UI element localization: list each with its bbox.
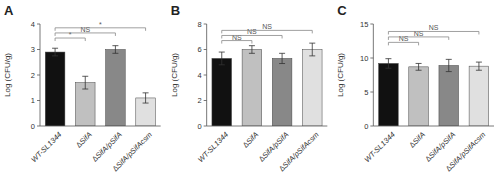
y-tick-label: 2 — [31, 71, 35, 80]
y-axis-label: Log (CFU/g) — [3, 53, 12, 97]
bar — [45, 52, 65, 126]
bar — [439, 65, 459, 126]
y-tick-label: 2 — [197, 96, 201, 105]
bar — [302, 50, 322, 127]
error-bar — [52, 48, 58, 56]
significance-label: NS — [262, 23, 272, 30]
x-tick-label: ∆SifA — [241, 130, 260, 149]
panel-label: A — [4, 3, 14, 18]
bar — [272, 58, 292, 126]
x-tick-label: WT-SL1344 — [196, 130, 230, 164]
x-axis — [40, 126, 161, 127]
panel: A Log (CFU/g) 0 1 2 3 4 WT-SL1344 ∆SifA ∆SifA/pSi… — [3, 3, 161, 173]
significance-bracket — [222, 35, 282, 38]
y-tick-label: 1 — [31, 96, 35, 105]
y-tick — [204, 24, 207, 25]
y-tick — [37, 100, 40, 101]
y-tick-label: 4 — [197, 71, 201, 80]
significance-bracket — [388, 31, 479, 34]
y-tick-label: 8 — [197, 20, 201, 29]
bar — [242, 50, 262, 127]
error-bar — [279, 53, 285, 63]
y-axis-label: Log (CFU/g) — [336, 53, 345, 97]
error-bar — [309, 43, 315, 56]
significance-bracket — [55, 33, 115, 36]
y-axis-label: Log (CFU/g) — [170, 53, 179, 97]
panel: B Log (CFU/g) 0 2 4 6 8 WT-SL1344 ∆SifA ∆SifA/pSi… — [170, 3, 328, 173]
y-axis — [40, 24, 41, 126]
y-tick — [370, 92, 373, 93]
x-tick-label: WT-SL1344 — [363, 130, 397, 164]
plot-area — [379, 59, 489, 126]
x-tick-label: ∆SifA/pSifAcsm — [444, 130, 487, 173]
y-axis — [373, 24, 374, 126]
chart: A Log (CFU/g) 0 1 2 3 4 WT-SL1344 ∆SifA ∆SifA/pSi… — [0, 0, 500, 181]
significance-label: * — [69, 31, 72, 38]
y-tick-label: 4 — [31, 20, 35, 29]
y-tick — [204, 49, 207, 50]
y-tick-label: 0 — [31, 122, 35, 131]
y-tick-label: 0 — [364, 122, 368, 131]
panel: C Log (CFU/g) 0 5 10 15 WT-SL1344 ∆SifA ∆SifA/pS… — [336, 3, 494, 173]
y-tick-label: 15 — [360, 20, 368, 29]
y-tick-label: 6 — [197, 45, 201, 54]
bar — [379, 63, 399, 126]
bar — [469, 66, 489, 126]
significance-label: NS — [247, 28, 257, 35]
x-axis — [207, 126, 328, 127]
panel-label: C — [337, 3, 347, 18]
error-bar — [416, 63, 422, 70]
significance-bracket — [55, 38, 85, 41]
y-tick — [37, 49, 40, 50]
y-tick — [37, 24, 40, 25]
y-tick — [204, 126, 207, 127]
y-tick-label: 3 — [31, 45, 35, 54]
y-tick — [204, 100, 207, 101]
y-tick — [370, 24, 373, 25]
x-axis — [373, 126, 494, 127]
error-bar — [446, 59, 452, 71]
y-tick — [370, 58, 373, 59]
x-tick-label: WT-SL1344 — [29, 130, 63, 164]
significance-bracket — [222, 30, 313, 33]
y-tick-label: 5 — [364, 88, 368, 97]
error-bar — [249, 46, 255, 54]
x-tick-label: ∆SifA/pSifAcsm — [277, 130, 320, 173]
significance-label: NS — [429, 24, 439, 31]
significance-label: NS — [232, 34, 242, 41]
significance-bracket — [388, 42, 418, 45]
x-tick-label: ∆SifA/pSifAcsm — [111, 130, 154, 173]
bar — [409, 67, 429, 126]
y-tick-label: 0 — [197, 122, 201, 131]
bar — [212, 58, 232, 126]
significance-label: * — [99, 21, 102, 28]
plot-area — [45, 46, 155, 126]
y-tick — [37, 126, 40, 127]
x-tick-label: ∆SifA — [408, 130, 427, 149]
significance-label: NS — [414, 30, 424, 37]
significance-bracket — [388, 37, 448, 40]
y-tick-label: 10 — [360, 54, 368, 63]
y-tick — [37, 75, 40, 76]
bar — [106, 50, 126, 127]
significance-bracket — [222, 41, 252, 44]
panel-label: B — [171, 3, 180, 18]
significance-label: NS — [399, 35, 409, 42]
y-tick — [370, 126, 373, 127]
plot-area — [212, 43, 322, 126]
x-tick-label: ∆SifA — [74, 130, 93, 149]
error-bar — [219, 52, 225, 65]
significance-bracket — [55, 28, 146, 31]
y-tick — [204, 75, 207, 76]
error-bar — [476, 62, 482, 70]
error-bar — [82, 76, 88, 89]
error-bar — [112, 46, 118, 54]
error-bar — [143, 93, 149, 103]
significance-label: NS — [80, 26, 90, 33]
y-axis — [206, 24, 207, 126]
error-bar — [385, 59, 391, 69]
